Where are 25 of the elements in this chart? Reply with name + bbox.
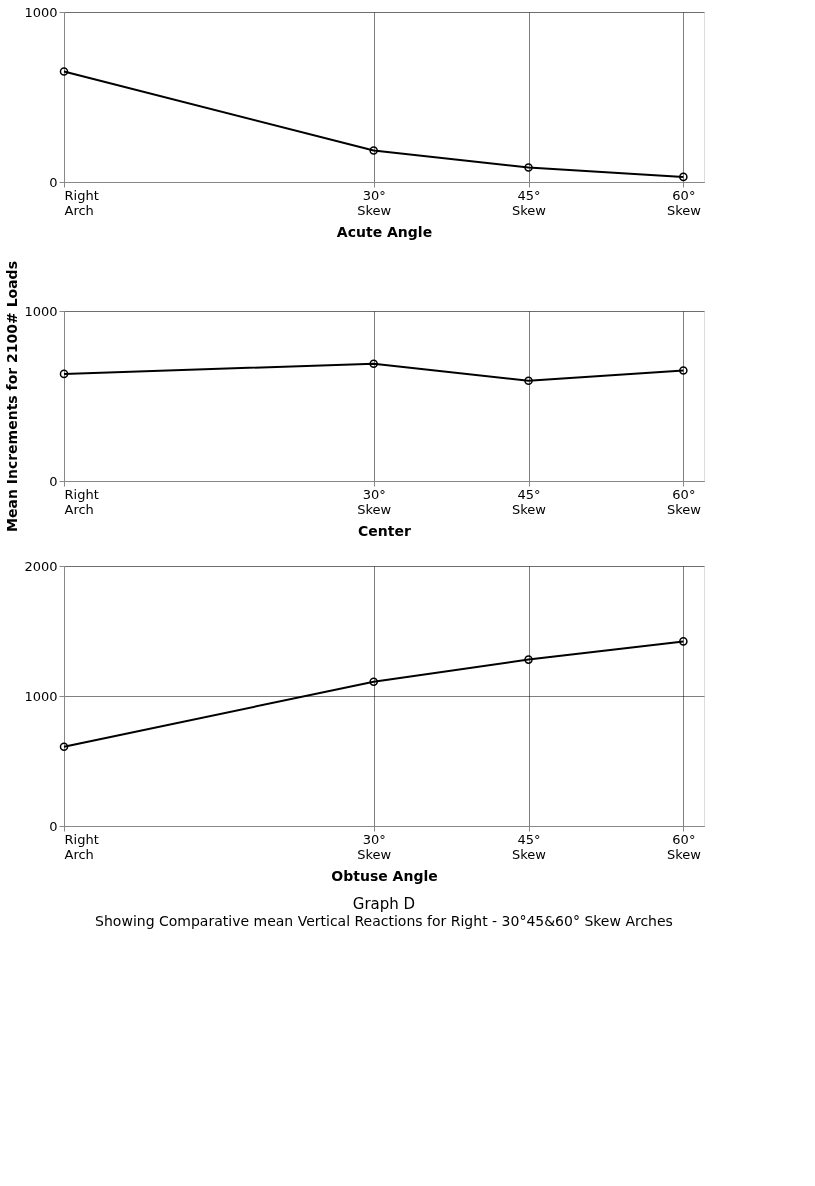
x-tick-label: 45° Skew xyxy=(512,187,547,218)
x-axis-title: Acute Angle xyxy=(336,223,433,240)
x-tick-label: 30° Skew xyxy=(357,187,392,218)
y-tick-label: 0 xyxy=(49,473,58,489)
y-tick-label: 1000 xyxy=(24,303,58,319)
x-tick-label: Right Arch xyxy=(64,486,99,517)
y-tick-label: 2000 xyxy=(24,558,58,574)
x-axis-title: Center xyxy=(358,522,412,539)
x-tick-label: Right Arch xyxy=(64,831,99,862)
y-tick-label: 0 xyxy=(49,174,58,190)
y-tick-label: 0 xyxy=(49,818,58,834)
x-tick-label: 45° Skew xyxy=(512,831,547,862)
x-tick-label: Right Arch xyxy=(64,187,99,218)
x-tick-label: 60° Skew xyxy=(666,831,702,862)
x-axis-title: Obtuse Angle xyxy=(331,867,438,884)
y-tick-label: 1000 xyxy=(24,688,58,704)
x-tick-label: 30° Skew xyxy=(357,831,392,862)
x-tick-label: 60° Skew xyxy=(666,486,702,517)
x-tick-label: 60° Skew xyxy=(666,187,702,218)
x-tick-label: 45° Skew xyxy=(512,486,547,517)
text: Showing Comparative mean Vertical Reactions for Right - 30°45&60° Skew Arches xyxy=(95,913,673,929)
y-axis-title: Mean Increments for 2100# Loads xyxy=(4,261,21,532)
x-tick-label: 30° Skew xyxy=(357,486,392,517)
text: Graph D xyxy=(352,895,416,913)
y-tick-label: 1000 xyxy=(24,4,58,20)
